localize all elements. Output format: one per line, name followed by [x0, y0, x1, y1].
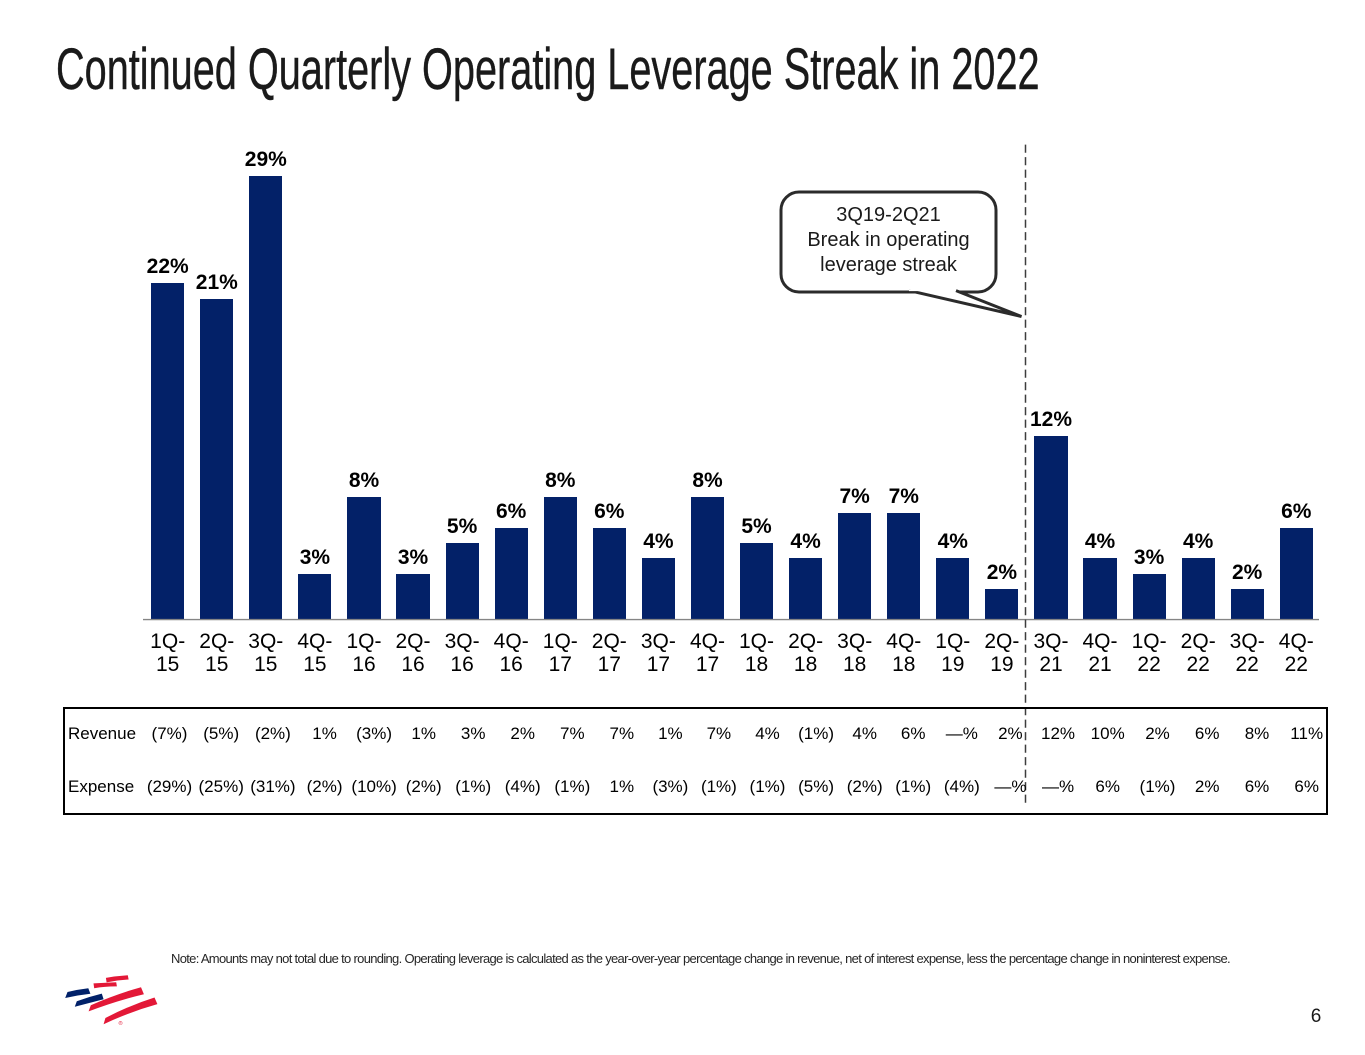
svg-text:®: ®: [119, 1020, 123, 1027]
